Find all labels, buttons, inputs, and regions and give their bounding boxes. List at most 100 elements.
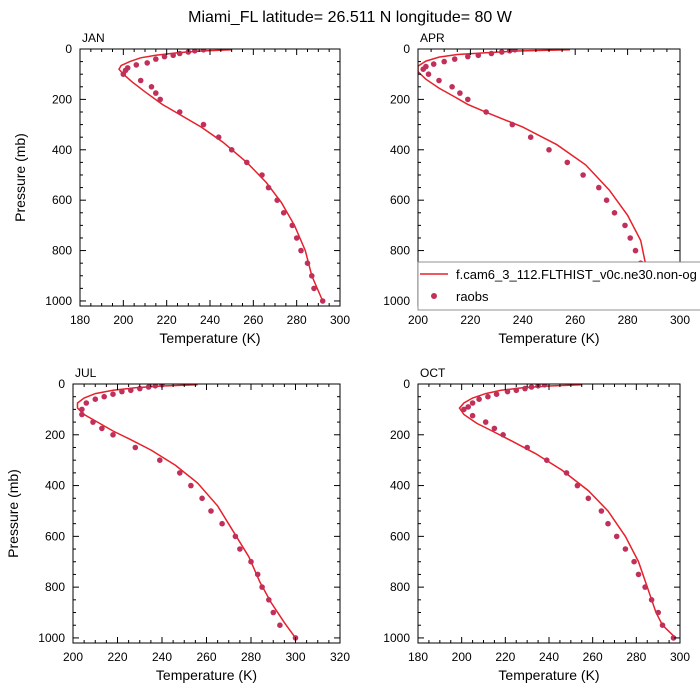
x-tick-label: 200 (452, 650, 472, 664)
panel-apr: 200 220 240 260 280 300 0 200 400 600 800 1000 APR Te… (383, 31, 690, 346)
obs-point (215, 134, 222, 140)
x-tick-label: 280 (626, 650, 646, 664)
obs-point (199, 495, 205, 502)
y-tick-label: 600 (52, 193, 72, 207)
x-tick-label: 240 (200, 313, 220, 327)
obs-point (228, 147, 235, 153)
x-tick-label: 220 (107, 650, 127, 664)
obs-point (425, 71, 432, 77)
obs-point (265, 184, 272, 191)
model-line (418, 49, 668, 302)
model-line (458, 384, 677, 639)
obs-point (622, 222, 628, 229)
obs-point (92, 396, 99, 403)
obs-point (524, 444, 530, 451)
x-tick-label: 240 (513, 313, 533, 327)
figure-title: Miami_FL latitude= 26.511 N longitude= 8… (188, 9, 513, 26)
obs-point (244, 159, 250, 166)
y-tick-label: 800 (52, 244, 72, 258)
obs-point (153, 56, 159, 62)
obs-point (90, 419, 96, 425)
obs-point (304, 260, 311, 267)
obs-point (319, 298, 326, 304)
y-axis-title: Pressure (mb) (5, 469, 21, 558)
y-tick-label: 600 (390, 529, 410, 543)
obs-point (512, 49, 518, 53)
obs-point (148, 84, 155, 90)
obs-point (596, 184, 602, 191)
obs-point (563, 470, 570, 476)
obs-point (170, 52, 176, 59)
obs-point (119, 388, 125, 395)
obs-point (670, 635, 677, 641)
obs-point (293, 235, 300, 241)
panel-label: OCT (420, 366, 446, 380)
obs-point (153, 90, 159, 96)
panel-label: JAN (82, 31, 105, 45)
x-tick-label: 260 (583, 650, 603, 664)
legend-box (417, 261, 700, 311)
obs-point (120, 71, 127, 77)
obs-point (482, 419, 489, 425)
obs-point (488, 50, 495, 57)
series-line (418, 49, 668, 302)
y-axis-title: Pressure (mb) (12, 133, 28, 222)
obs-point (208, 508, 214, 514)
obs-point (176, 109, 183, 115)
obs-point (133, 62, 140, 68)
obs-point (79, 406, 85, 413)
obs-point (546, 147, 552, 153)
x-tick-label: 260 (196, 650, 216, 664)
obs-point (461, 406, 467, 413)
obs-point (541, 384, 548, 388)
x-axis-title: Temperature (K) (498, 330, 599, 346)
obs-point (254, 571, 261, 578)
obs-point (298, 247, 304, 254)
obs-point (522, 385, 528, 392)
obs-point (449, 84, 455, 90)
y-tick-label: 600 (390, 193, 410, 207)
obs-point (580, 172, 586, 178)
obs-point (483, 109, 489, 115)
obs-point (200, 121, 207, 128)
series-points (120, 49, 326, 304)
plot-frame (417, 383, 681, 644)
y-tick-label: 1000 (45, 294, 72, 308)
obs-point (219, 520, 225, 527)
obs-point (137, 77, 144, 84)
x-tick-label: 300 (670, 650, 690, 664)
y-tick-label: 400 (52, 143, 72, 157)
obs-point (259, 584, 265, 590)
obs-point (157, 457, 163, 464)
obs-point (613, 533, 620, 540)
obs-point (603, 197, 610, 203)
obs-point (611, 210, 618, 216)
obs-point (598, 508, 605, 514)
obs-point (110, 391, 116, 398)
x-tick-label: 240 (152, 650, 172, 664)
x-tick-label: 260 (243, 313, 263, 327)
obs-point (110, 432, 116, 438)
legend-dot-swatch (431, 293, 437, 299)
panel-jul: 200 220 240 260 280 300 320 0 200 400 600 800 1000 JU… (5, 366, 350, 683)
obs-point (188, 482, 194, 489)
obs-point (280, 210, 287, 216)
obs-point (465, 96, 471, 103)
obs-point (200, 49, 207, 53)
obs-point (544, 457, 550, 464)
series-line (118, 49, 324, 302)
obs-point (485, 393, 491, 400)
obs-point (457, 90, 463, 96)
panel-oct: 180 200 220 240 260 280 300 0 200 400 600 800 1000 OC… (383, 366, 690, 683)
y-tick-label: 200 (390, 92, 410, 106)
obs-point (83, 400, 90, 406)
obs-point (451, 56, 458, 62)
obs-point (309, 273, 315, 279)
obs-point (177, 470, 183, 476)
obs-point (311, 285, 317, 292)
y-tick-label: 1000 (383, 294, 410, 308)
obs-point (648, 597, 655, 603)
y-tick-label: 400 (390, 143, 410, 157)
y-tick-label: 0 (403, 42, 410, 56)
